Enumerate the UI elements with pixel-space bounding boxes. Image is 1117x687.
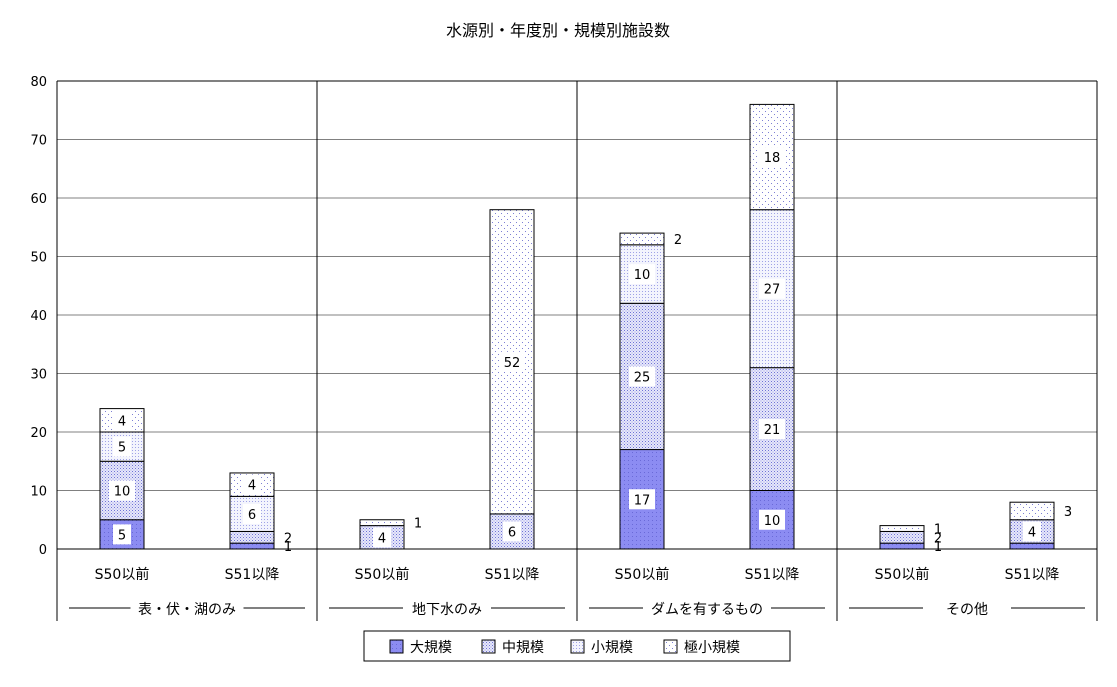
x-category-label: S51以降 <box>745 567 800 583</box>
y-tick-label: 80 <box>30 75 47 90</box>
data-label-box <box>1023 521 1041 542</box>
data-label-box <box>373 527 391 548</box>
bar-segment <box>879 542 925 550</box>
data-label-box <box>499 351 525 372</box>
bar-segment <box>229 530 275 544</box>
bar-segment <box>359 519 405 527</box>
data-label: 2 <box>934 531 942 546</box>
data-label-box <box>629 489 655 510</box>
legend: 大規模 中規模 小規模 極小規模 <box>363 630 791 662</box>
data-label: 27 <box>764 283 781 298</box>
legend-label: 中規模 <box>502 640 544 656</box>
legend-label: 小規模 <box>591 640 633 656</box>
data-label: 21 <box>764 423 781 438</box>
data-label: 4 <box>378 531 386 546</box>
data-label: 17 <box>634 493 651 508</box>
bar-segment <box>619 232 665 246</box>
x-category-label: S50以前 <box>95 566 150 583</box>
group-label: ダムを有するもの <box>651 602 763 618</box>
data-label-box <box>243 474 261 495</box>
data-label-box <box>759 509 785 530</box>
legend-swatch <box>663 639 678 654</box>
data-label: 10 <box>764 514 781 529</box>
legend-label: 大規模 <box>410 640 452 656</box>
y-tick-label: 0 <box>39 543 47 558</box>
x-category-label: S51以降 <box>225 567 280 583</box>
x-category-label: S50以前 <box>875 566 930 583</box>
data-label: 1 <box>414 517 422 532</box>
y-tick-label: 40 <box>30 309 47 324</box>
y-tick-label: 10 <box>30 485 47 500</box>
data-label: 3 <box>1064 505 1072 520</box>
data-label-box <box>109 480 135 501</box>
data-label: 10 <box>634 268 651 283</box>
legend-label: 極小規模 <box>684 640 740 656</box>
y-tick-label: 20 <box>30 426 47 441</box>
data-label: 10 <box>114 485 131 500</box>
data-label: 6 <box>248 508 256 523</box>
axis-layer: 0 10 20 30 40 50 60 70 80 S50以前 S51以降 S50以前 S51以降 S50… <box>30 75 1098 621</box>
data-label: 2 <box>284 531 292 546</box>
data-label-box <box>503 521 521 542</box>
data-label: 5 <box>118 441 126 456</box>
data-label: 52 <box>504 356 521 371</box>
y-tick-label: 50 <box>30 251 47 266</box>
data-label-box <box>759 147 785 168</box>
data-label-box <box>243 503 261 524</box>
data-label-box <box>113 524 131 545</box>
legend-swatch <box>481 639 496 654</box>
y-tick-label: 60 <box>30 192 47 207</box>
y-tick-label: 70 <box>30 134 47 149</box>
group-label: 地下水のみ <box>412 602 482 618</box>
bar-segment <box>1009 501 1055 521</box>
data-label: 2 <box>674 233 682 248</box>
bar-segment <box>229 542 275 550</box>
data-label-box <box>629 366 655 387</box>
data-label-box <box>759 419 785 440</box>
data-label: 25 <box>634 370 651 385</box>
data-label: 1 <box>934 540 942 555</box>
x-category-label: S50以前 <box>615 566 670 583</box>
data-label: 5 <box>118 528 126 543</box>
bar-segment <box>1009 542 1055 550</box>
y-tick-label: 30 <box>30 368 47 383</box>
chart-title: 水源別・年度別・規模別施設数 <box>446 21 670 40</box>
legend-swatch <box>570 639 585 654</box>
data-label: 4 <box>1028 525 1036 540</box>
data-label-box <box>759 278 785 299</box>
data-label-box <box>113 436 131 457</box>
bar-segment <box>879 525 925 532</box>
data-label: 4 <box>248 479 256 494</box>
legend-swatch <box>389 639 404 654</box>
x-category-label: S50以前 <box>355 566 410 583</box>
data-label-box <box>629 264 655 285</box>
x-category-label: S51以降 <box>1005 567 1060 583</box>
data-label: 4 <box>118 414 126 429</box>
data-label: 18 <box>764 151 781 166</box>
data-label: 6 <box>508 525 516 540</box>
data-label: 1 <box>934 523 942 538</box>
bar-segment <box>879 530 925 544</box>
group-label: 表・伏・湖のみ <box>138 602 236 618</box>
data-label-box <box>113 410 131 431</box>
x-category-label: S51以降 <box>485 567 540 583</box>
data-label: 1 <box>284 540 292 555</box>
group-label: その他 <box>946 602 988 618</box>
